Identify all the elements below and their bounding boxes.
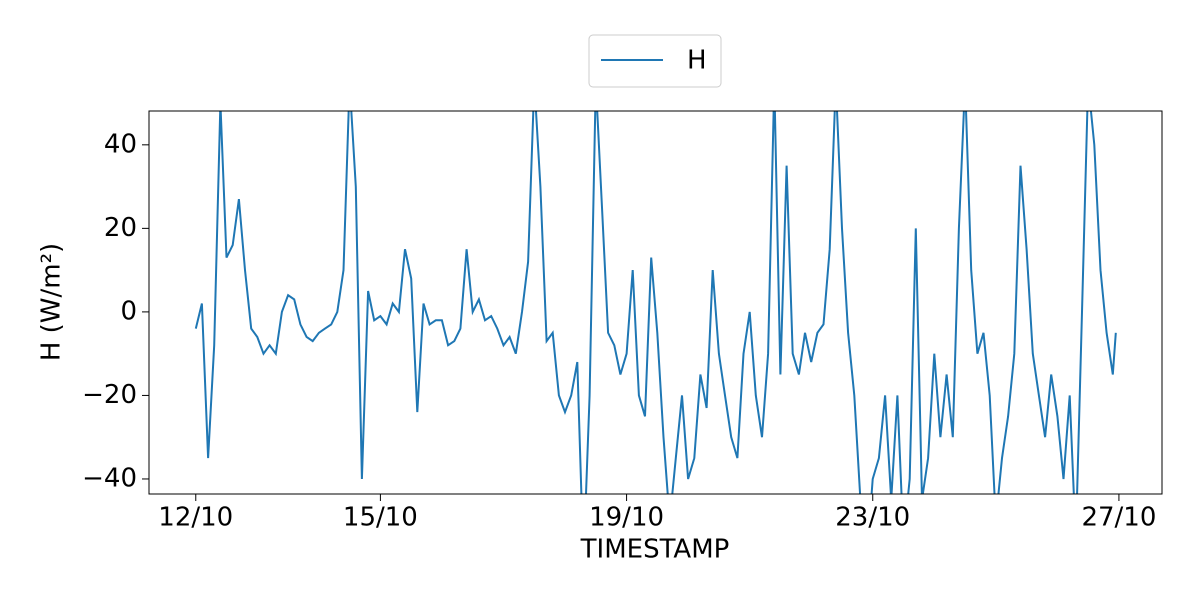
y-tick-label: 20 xyxy=(104,213,137,243)
y-tick-label: −40 xyxy=(82,463,137,493)
y-axis-label: H (W/m²) xyxy=(37,243,67,361)
y-tick-label: −20 xyxy=(82,380,137,410)
x-axis-label: TIMESTAMP xyxy=(580,535,730,565)
x-tick-label: 27/10 xyxy=(1081,503,1156,533)
legend-label: H xyxy=(687,46,707,76)
plot-frame xyxy=(148,110,1163,495)
x-tick-label: 15/10 xyxy=(343,503,418,533)
y-tick-label: 0 xyxy=(120,296,137,326)
x-tick-label: 12/10 xyxy=(158,503,233,533)
x-tick-label: 23/10 xyxy=(835,503,910,533)
x-tick-label: 19/10 xyxy=(589,503,664,533)
y-tick-label: 40 xyxy=(104,129,137,159)
data-line xyxy=(194,111,1117,494)
